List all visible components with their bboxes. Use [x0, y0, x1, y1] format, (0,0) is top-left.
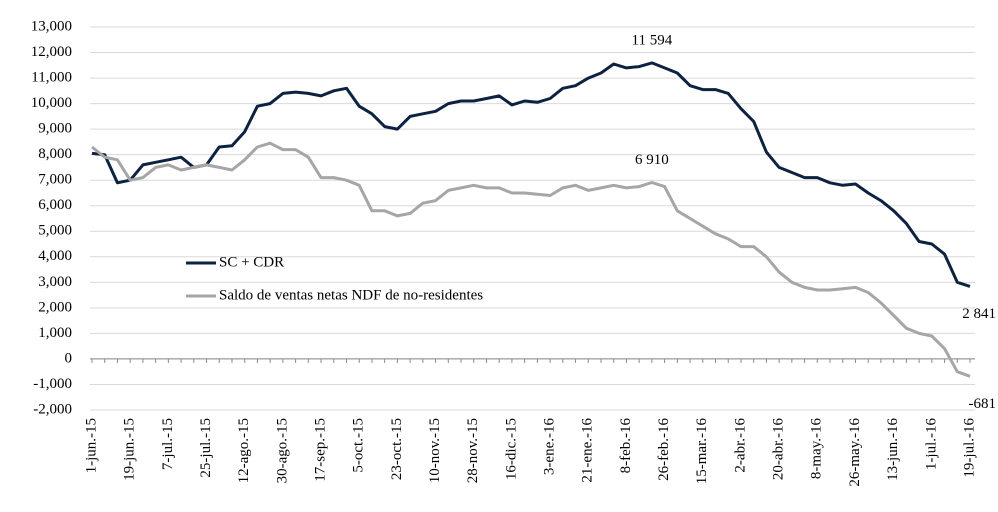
x-tick-label: 19-jun.-15 — [122, 418, 138, 481]
y-tick-label: -1,000 — [33, 376, 72, 392]
series-line — [91, 61, 971, 288]
x-tick-label: 20-abr.-16 — [771, 418, 787, 481]
y-tick-label: 0 — [65, 350, 73, 366]
series-line — [91, 141, 971, 378]
x-tick-label: 3-ene.-16 — [542, 418, 558, 476]
x-tick-label: 8-feb.-16 — [618, 418, 634, 474]
y-tick-label: 5,000 — [38, 223, 72, 239]
x-tick-label: 19-jul.-16 — [961, 418, 977, 478]
x-tick-label: 15-mar.-16 — [694, 418, 710, 485]
y-tick-label: -2,000 — [33, 401, 72, 417]
x-tick-label: 25-jul.-15 — [198, 418, 214, 478]
x-tick-label: 28-nov.-15 — [465, 418, 481, 483]
y-tick-label: 1,000 — [38, 325, 72, 341]
x-tick-label: 30-ago.-15 — [274, 418, 290, 483]
y-tick-label: 7,000 — [38, 172, 72, 188]
x-tick-label: 12-ago.-15 — [236, 418, 252, 483]
x-tick-label: 7-jul.-15 — [160, 418, 176, 470]
x-tick-label: 1-jun.-15 — [83, 418, 99, 473]
data-label: -681 — [969, 396, 997, 412]
y-tick-label: 3,000 — [38, 274, 72, 290]
y-tick-label: 13,000 — [31, 18, 72, 34]
x-tick-label: 8-may.-16 — [809, 418, 825, 480]
y-tick-label: 4,000 — [38, 248, 72, 264]
x-tick-label: 1-jul.-16 — [923, 418, 939, 471]
x-tick-label: 10-nov.-15 — [427, 418, 443, 483]
x-tick-label: 21-ene.-16 — [580, 418, 596, 483]
y-tick-label: 9,000 — [38, 121, 72, 137]
x-tick-label: 5-oct.-15 — [351, 418, 367, 473]
data-label: 11 594 — [632, 32, 673, 48]
x-tick-label: 13-jun.-16 — [885, 418, 901, 481]
data-label: 2 841 — [962, 306, 996, 322]
y-tick-label: 10,000 — [31, 95, 72, 111]
x-tick-label: 23-oct.-15 — [389, 418, 405, 480]
y-tick-label: 6,000 — [38, 197, 72, 213]
y-tick-label: 2,000 — [38, 299, 72, 315]
data-label: 6 910 — [635, 152, 669, 168]
legend-label: SC + CDR — [219, 254, 284, 270]
x-tick-label: 26-feb.-16 — [656, 418, 672, 481]
y-tick-label: 11,000 — [31, 70, 72, 86]
y-tick-label: 8,000 — [38, 146, 72, 162]
x-tick-label: 17-sep.-15 — [312, 418, 328, 482]
x-tick-label: 2-abr.-16 — [732, 418, 748, 473]
legend-label: Saldo de ventas netas NDF de no-resident… — [219, 287, 483, 303]
y-tick-label: 12,000 — [31, 44, 72, 60]
x-tick-label: 16-dic.-15 — [503, 418, 519, 480]
x-tick-label: 26-may.-16 — [847, 418, 863, 487]
